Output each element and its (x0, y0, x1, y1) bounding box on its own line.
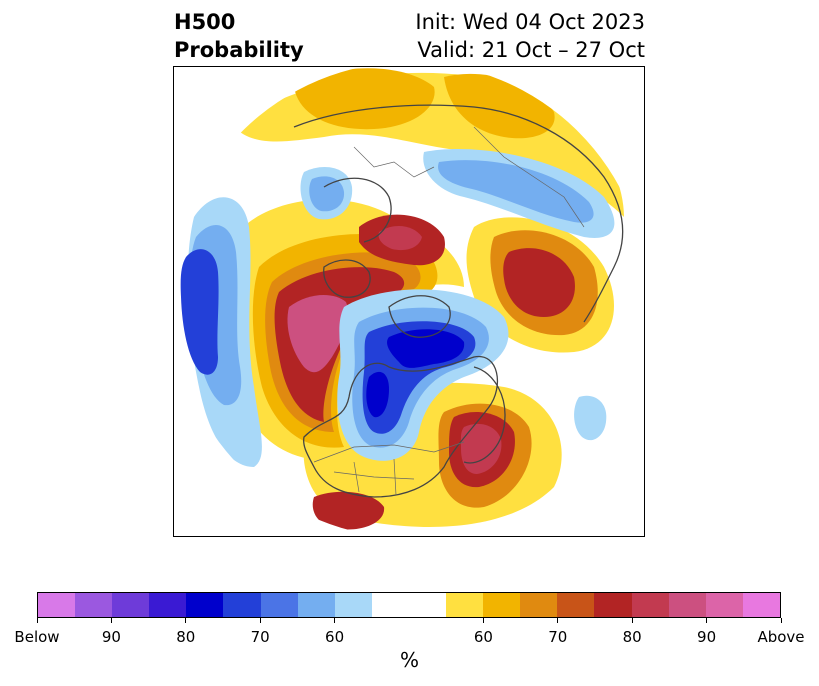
colorbar-above-swatch (742, 593, 780, 617)
border-europe (353, 146, 435, 178)
colorbar-tick-mark (110, 618, 112, 623)
colorbar-tick-label: 60 (325, 628, 345, 646)
colorbar-below-swatch (334, 593, 372, 617)
below-area-pacific-core (180, 249, 219, 375)
colorbar-tick-label: 80 (622, 628, 642, 646)
colorbar-below-swatch (38, 593, 76, 617)
above-core-scand (503, 248, 575, 317)
colorbar-tick-label: 70 (548, 628, 568, 646)
coastline-eurasia (293, 104, 624, 323)
colorbar-tick-mark (36, 618, 38, 623)
colorbar-above-swatch (631, 593, 669, 617)
colorbar-tick-label: 80 (176, 628, 196, 646)
borders (313, 126, 585, 496)
above-core-us-south (312, 491, 385, 530)
colorbar-above-swatch (668, 593, 706, 617)
coastline-greenland (388, 295, 451, 338)
colorbar-tick-mark (631, 618, 633, 623)
colorbar-tick-label: 70 (250, 628, 270, 646)
coastline-north-america (303, 355, 499, 498)
colorbar-below-swatch (297, 593, 335, 617)
border-us-states (333, 458, 415, 496)
colorbar-above-swatch (520, 593, 558, 617)
coastline-east-canada (463, 366, 506, 464)
colorbar-tick-mark (706, 618, 708, 623)
colorbar-above-swatch (705, 593, 743, 617)
below-area-south (574, 395, 607, 441)
colorbar-tick-mark (259, 618, 261, 623)
colorbar-tick-mark (482, 618, 484, 623)
colorbar-tick-label: Below (14, 628, 60, 646)
map-panel (173, 66, 645, 537)
colorbar-tick-mark (334, 618, 336, 623)
colorbar-tick-mark (780, 618, 782, 623)
border-asia (473, 126, 585, 228)
colorbar-unit-label: % (399, 648, 419, 672)
coastline-alaska (323, 259, 371, 298)
colorbar-tick-label: 60 (473, 628, 493, 646)
probability-map (180, 68, 624, 530)
init-date: Init: Wed 04 Oct 2023 (415, 10, 645, 34)
colorbar-below-swatch (149, 593, 187, 617)
colorbar-below-swatch (75, 593, 113, 617)
map-title-right: Init: Wed 04 Oct 2023 Valid: 21 Oct – 27… (415, 8, 645, 64)
above-area-north-europe (294, 68, 435, 130)
map-title-left: H500 Probability (174, 8, 304, 64)
colorbar-neutral-swatch (371, 593, 447, 617)
border-us-canada (313, 441, 465, 463)
anomaly-shading (180, 68, 624, 530)
below-area-atlantic-mid (309, 176, 345, 212)
above-core-east-canada-inner (460, 423, 502, 474)
colorbar-above-swatch (446, 593, 484, 617)
title-line-1: H500 (174, 10, 236, 34)
colorbar-tick-mark (557, 618, 559, 623)
colorbar-above-swatch (594, 593, 632, 617)
coastlines (293, 104, 624, 498)
above-core-alaska-inner (287, 295, 349, 373)
colorbar-tick-label: 90 (697, 628, 717, 646)
colorbar-tick-label: 90 (101, 628, 121, 646)
colorbar-below-swatch (186, 593, 224, 617)
below-area-hudson-core (366, 371, 389, 418)
colorbar-below-swatch (112, 593, 150, 617)
colorbar (37, 592, 781, 618)
title-line-2: Probability (174, 38, 304, 62)
below-area-europe-mid (438, 160, 594, 223)
valid-range: Valid: 21 Oct – 27 Oct (417, 38, 645, 62)
colorbar-tick-mark (185, 618, 187, 623)
colorbar-below-swatch (260, 593, 298, 617)
colorbar-tick-label: Above (757, 628, 805, 646)
coastline-europe-north (323, 177, 392, 243)
colorbar-above-swatch (557, 593, 595, 617)
colorbar-below-swatch (223, 593, 261, 617)
below-area-arctic-core (387, 329, 465, 368)
colorbar-above-swatch (483, 593, 521, 617)
above-core-siberia-inner (378, 225, 422, 251)
